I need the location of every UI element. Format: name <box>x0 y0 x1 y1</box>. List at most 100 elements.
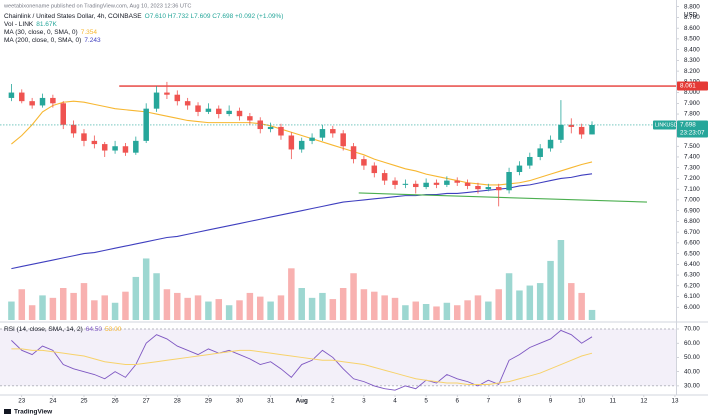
candle-body <box>19 92 25 102</box>
time-tick-label: 6 <box>455 398 459 405</box>
footer-logo: TradingView <box>4 409 53 416</box>
candle-body <box>361 159 367 166</box>
volume-bar <box>267 301 274 320</box>
candle-body <box>558 124 564 140</box>
candle-body <box>133 140 139 153</box>
price-tick-label: 7.800 <box>684 111 700 118</box>
symbol-legend: Chainlink / United States Dollar, 4h, CO… <box>4 13 283 20</box>
price-tick-label: 8.800 <box>684 3 700 10</box>
volume-bar <box>536 283 544 320</box>
candle-body <box>578 126 585 135</box>
time-tick-label: 4 <box>393 398 397 405</box>
time-tick-label: 30 <box>236 398 244 405</box>
candle-body <box>589 124 595 135</box>
volume-bar <box>28 305 36 320</box>
volume-bar <box>8 301 15 320</box>
candle-body <box>506 172 512 191</box>
time-tick-label: 10 <box>578 398 586 405</box>
candle-body <box>527 156 533 166</box>
candle-body <box>50 97 56 104</box>
candle-body <box>350 146 357 160</box>
candle-body <box>216 108 222 115</box>
candle-body <box>29 101 35 106</box>
time-tick-label: 28 <box>174 398 182 405</box>
time-tick-label: Aug <box>296 398 308 405</box>
volume-last: 81.67K <box>36 21 57 28</box>
candle-body <box>547 139 554 149</box>
time-tick-label: 3 <box>362 398 366 405</box>
candle-body <box>464 182 471 186</box>
volume-bar <box>39 295 46 320</box>
time-tick-label: 31 <box>267 398 275 405</box>
time-tick-label: 2 <box>331 398 335 405</box>
volume-bar <box>557 240 565 320</box>
candle-body <box>340 133 346 147</box>
plot-layer: 6.000 6.100 6.200 6.300 6.400 6.500 6.600 6.700… <box>0 3 700 405</box>
volume-bar <box>568 283 575 320</box>
volume-bar <box>505 273 513 320</box>
time-tick-label: 25 <box>80 398 88 405</box>
price-tick-label: 6.200 <box>684 282 700 289</box>
volume-bar <box>308 297 316 320</box>
volume-bar <box>339 288 347 320</box>
volume-bar <box>80 283 88 320</box>
volume-bar <box>588 309 596 320</box>
price-tick-label: 8.400 <box>684 46 700 53</box>
ma30-legend: MA (30, close, 0, SMA, 0) 7.354 <box>4 29 97 36</box>
price-tick-label: 8.300 <box>684 57 700 64</box>
time-tick-label: 7 <box>487 398 491 405</box>
time-tick-label: 11 <box>609 398 616 405</box>
candle-body <box>402 183 409 185</box>
candle-body <box>143 108 149 141</box>
volume-bar <box>215 299 223 320</box>
volume-bar <box>59 288 67 320</box>
volume-bar <box>526 285 534 320</box>
candle-body <box>257 120 263 130</box>
candle-body <box>298 140 305 150</box>
volume-bar <box>122 291 129 320</box>
volume-bar <box>547 260 554 320</box>
volume-bar <box>49 297 57 320</box>
candle-body <box>112 146 118 151</box>
volume-bar <box>485 301 492 320</box>
footer-brand: TradingView <box>14 409 53 416</box>
candle-body <box>288 135 295 150</box>
volume-bar <box>402 305 409 320</box>
price-tag-text: 23:23:07 <box>680 130 705 137</box>
candle-body <box>423 182 429 188</box>
volume-bar <box>422 304 430 320</box>
candle-body <box>91 140 98 145</box>
rsi-tick-label: 50.00 <box>684 354 700 361</box>
volume-bar <box>381 295 388 320</box>
candle-body <box>330 129 336 134</box>
rsi-tick-label: 40.00 <box>684 368 700 375</box>
volume-bar <box>18 289 26 320</box>
candle-body <box>195 105 201 112</box>
volume-bar <box>132 276 140 320</box>
candle-body <box>247 116 253 121</box>
rsi-tick-label: 30.00 <box>684 383 700 390</box>
rsi-ma-last: 53.00 <box>105 326 122 333</box>
volume-bar <box>246 292 254 320</box>
time-tick-label: 29 <box>205 398 213 405</box>
symbol: Chainlink / United States Dollar, 4h, CO… <box>4 13 142 20</box>
ma200-last: 7.243 <box>84 37 101 44</box>
candle-body <box>184 101 191 106</box>
moving-average-line <box>11 173 593 270</box>
price-tick-label: 7.900 <box>684 100 700 107</box>
rsi-band <box>0 328 676 386</box>
candle-body <box>309 137 315 141</box>
candle-body <box>205 108 212 112</box>
ma200-name: MA (200, close, 0, SMA, 0) <box>4 37 81 44</box>
trend-line <box>358 192 647 203</box>
candle-body <box>433 182 440 185</box>
volume-bar <box>474 295 482 320</box>
price-tick-label: 7.000 <box>684 197 700 204</box>
price-tick-label: 7.400 <box>684 154 700 161</box>
candle-body <box>568 124 575 127</box>
candle-body <box>319 129 326 138</box>
candle-body <box>495 187 502 191</box>
currency-label: USD <box>684 12 698 19</box>
price-tick-label: 6.600 <box>684 240 700 247</box>
